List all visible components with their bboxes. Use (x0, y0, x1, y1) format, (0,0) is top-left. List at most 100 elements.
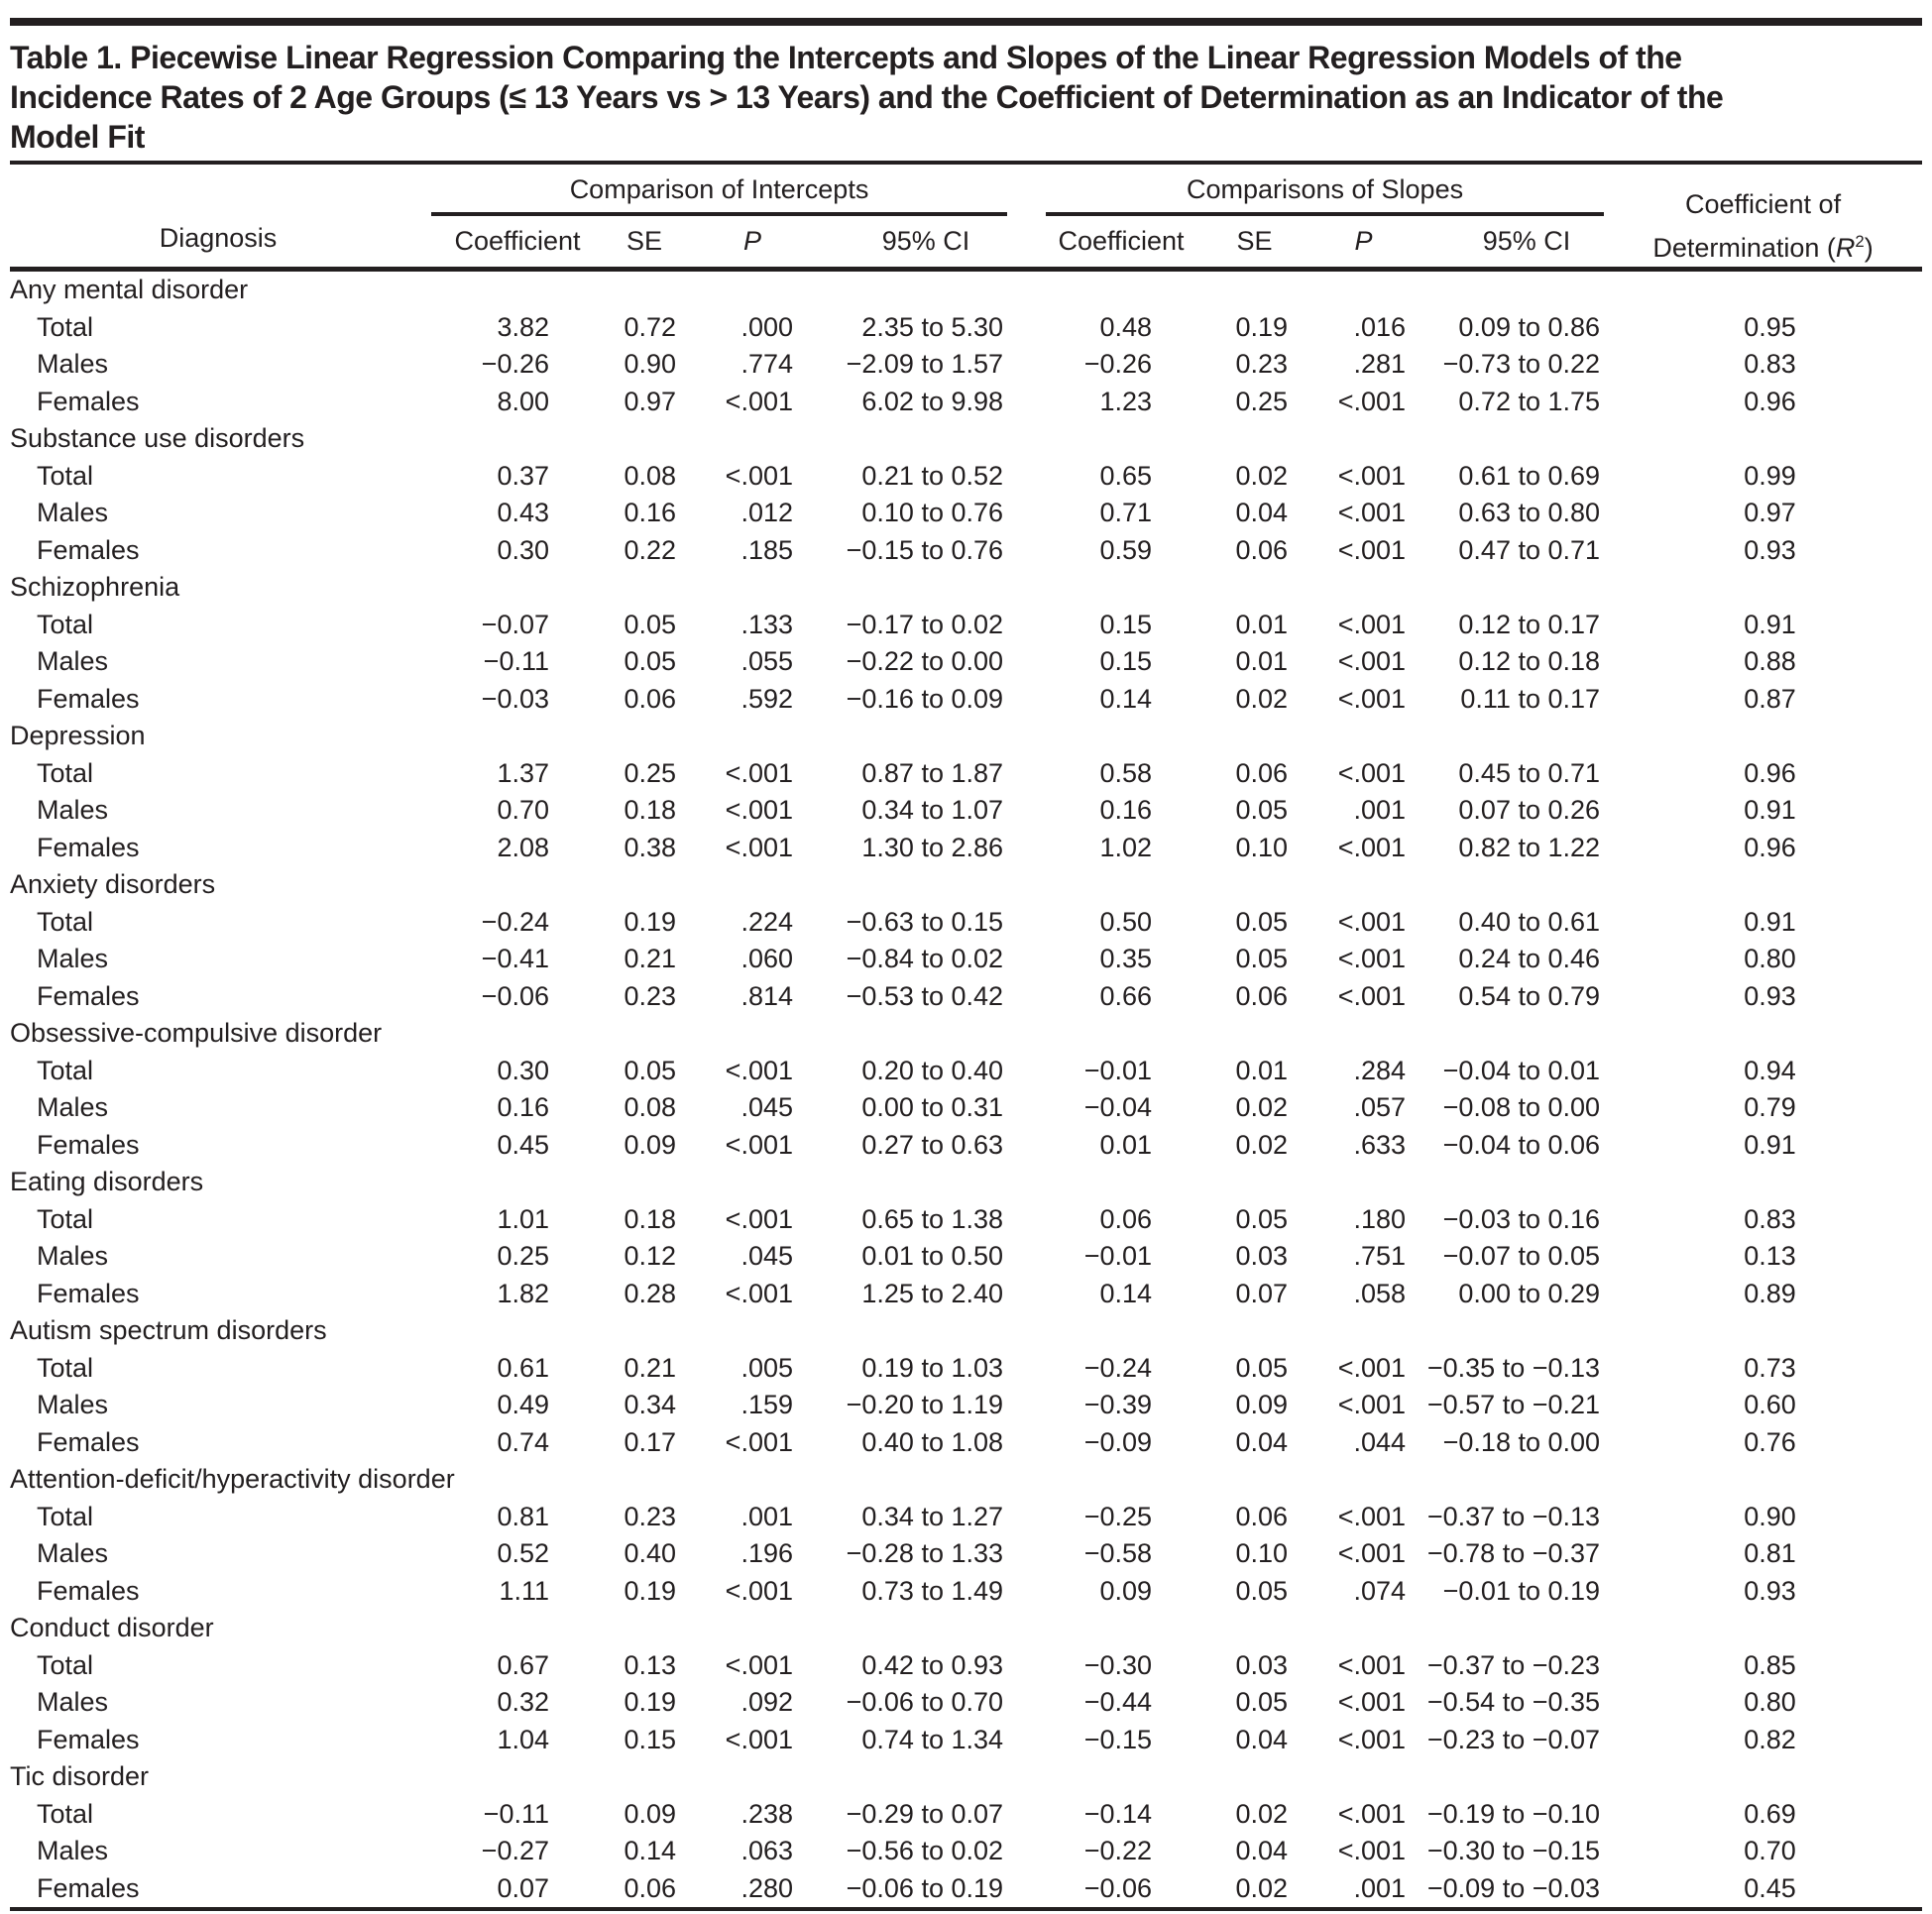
slope-p-cell: <.001 (1337, 1724, 1407, 1754)
diagnosis-category-label: Tic disorder (10, 1761, 150, 1792)
slope-se-cell: 0.02 (1235, 683, 1289, 714)
r-squared-cell: 0.96 (1744, 832, 1796, 862)
slope-se-cell: 0.02 (1235, 460, 1289, 491)
intercept-p-cell: .814 (740, 980, 793, 1011)
slope-coefficient-cell: −0.06 (1007, 1869, 1157, 1911)
slope-ci-cell: 0.40 to 0.61 (1458, 906, 1601, 937)
slope-se-cell: 0.06 (1235, 534, 1289, 565)
slope-coefficient-cell: 0.01 (1099, 1129, 1153, 1160)
diagnosis-category-label: Any mental disorder (10, 275, 249, 305)
category-row: Tic disorder (10, 1758, 1922, 1796)
slope-p-cell: .180 (1353, 1203, 1407, 1234)
category-row: Substance use disorders (10, 420, 1922, 458)
slope-coefficient-cell: −0.09 (1083, 1426, 1153, 1457)
table-header: Comparison of Intercepts Comparisons of … (10, 165, 1923, 272)
slope-coefficient-cell: −0.39 (1083, 1390, 1153, 1420)
row-label: Total (37, 1352, 94, 1383)
intercept-coefficient-cell: −0.27 (481, 1836, 549, 1866)
row-label: Males (37, 646, 109, 677)
row-label: Males (37, 1390, 109, 1420)
slope-se-cell: 0.10 (1235, 1538, 1289, 1569)
slope-coefficient-cell: 0.15 (1099, 646, 1153, 677)
slope-p-cell: <.001 (1337, 1352, 1407, 1383)
intercept-ci-cell: 0.21 to 0.52 (861, 460, 1004, 491)
r2-column-header: Coefficient of Determination (R2) (1604, 165, 1923, 272)
intercept-coefficient-cell: 0.70 (497, 795, 549, 826)
slope-se-cell: 0.02 (1235, 1798, 1289, 1829)
intercept-coefficient-cell: −0.07 (481, 609, 549, 639)
intercept-p-cell: .185 (740, 534, 793, 565)
slope-p-cell: <.001 (1337, 1687, 1407, 1718)
intercept-coefficient-cell: 0.30 (497, 534, 549, 565)
intercept-p-cell: <.001 (725, 386, 793, 416)
row-label: Males (37, 1836, 109, 1866)
intercept-ci-cell: −0.56 to 0.02 (846, 1836, 1004, 1866)
slope-se-cell: 0.05 (1235, 906, 1289, 937)
intercept-coefficient-cell: −0.11 (483, 646, 549, 677)
slope-coefficient-cell: −0.22 (1083, 1836, 1153, 1866)
intercept-ci-cell: 0.01 to 0.50 (861, 1241, 1004, 1272)
title-line-1: Table 1. Piecewise Linear Regression Com… (10, 40, 1682, 75)
intercept-coefficient-cell: 0.67 (497, 1649, 549, 1680)
intercept-coefficient-cell: 1.01 (497, 1203, 549, 1234)
intercept-ci-cell: −0.06 to 0.19 (797, 1869, 1008, 1911)
r-squared-cell: 0.70 (1744, 1836, 1796, 1866)
row-label: Total (37, 1055, 94, 1085)
slope-ci-cell: 0.61 to 0.69 (1458, 460, 1601, 491)
slope-ci-cell: −0.54 to −0.35 (1426, 1687, 1601, 1718)
slope-coefficient-cell: 0.09 (1099, 1575, 1153, 1606)
slope-p-cell: .001 (1353, 795, 1407, 826)
intercept-ci-cell: −0.29 to 0.07 (846, 1798, 1004, 1829)
slope-ci-cell: −0.09 to −0.03 (1410, 1869, 1605, 1911)
r-squared-cell: 0.96 (1744, 757, 1796, 788)
slope-ci-header: 95% CI (1410, 216, 1605, 272)
diagnosis-category-label: Anxiety disorders (10, 869, 216, 900)
slope-se-cell: 0.06 (1235, 980, 1289, 1011)
r2-header-line-1: Coefficient of (1684, 189, 1842, 219)
slope-se-cell: 0.04 (1235, 1836, 1289, 1866)
row-label: Males (37, 1241, 109, 1272)
intercept-se-cell: 0.15 (624, 1724, 676, 1754)
table-title: Table 1. Piecewise Linear Regression Com… (10, 38, 1922, 157)
row-label: Total (37, 757, 94, 788)
table-row: Females 1.11 0.19 <.001 0.73 to 1.49 0.09 0.05… (10, 1573, 1922, 1611)
intercept-se-cell: 0.12 (624, 1241, 676, 1272)
slope-coefficient-cell: 0.14 (1099, 683, 1153, 714)
slope-coefficient-cell: 0.65 (1099, 460, 1153, 491)
intercept-ci-cell: −0.63 to 0.15 (846, 906, 1004, 937)
slope-coefficient-cell: −0.25 (1083, 1501, 1153, 1531)
intercept-se-cell: 0.72 (624, 311, 676, 342)
slope-coefficient-cell: −0.58 (1083, 1538, 1153, 1569)
slope-se-cell: 0.05 (1235, 944, 1289, 974)
r-squared-cell: 0.91 (1744, 795, 1796, 826)
row-label: Females (37, 534, 140, 565)
category-row: Conduct disorder (10, 1610, 1922, 1647)
intercept-coefficient-cell: 0.30 (497, 1055, 549, 1085)
intercept-ci-cell: 0.27 to 0.63 (861, 1129, 1004, 1160)
intercept-ci-cell: −0.84 to 0.02 (846, 944, 1004, 974)
slope-p-cell: <.001 (1337, 386, 1407, 416)
slope-p-cell: <.001 (1337, 683, 1407, 714)
slope-se-cell: 0.04 (1235, 498, 1289, 528)
row-label: Females (37, 832, 140, 862)
row-label: Males (37, 349, 109, 380)
slope-ci-cell: −0.19 to −0.10 (1426, 1798, 1601, 1829)
row-label: Females (37, 683, 140, 714)
slope-coefficient-cell: 0.16 (1099, 795, 1153, 826)
diagnosis-category-label: Attention-deficit/hyperactivity disorder (10, 1464, 455, 1495)
group-header-row: Comparison of Intercepts Comparisons of … (10, 165, 1923, 272)
slope-p-cell: <.001 (1337, 460, 1407, 491)
table-row: Males 0.32 0.19 .092 −0.06 to 0.70 −0.44 0.05 <… (10, 1684, 1922, 1722)
slope-p-cell: <.001 (1337, 498, 1407, 528)
slope-p-cell: .281 (1353, 349, 1407, 380)
category-row: Any mental disorder (10, 270, 1922, 309)
intercept-coefficient-cell: −0.26 (481, 349, 549, 380)
table-row: Total 0.67 0.13 <.001 0.42 to 0.93 −0.30 0.03 <… (10, 1647, 1922, 1685)
intercept-ci-cell: 6.02 to 9.98 (861, 386, 1004, 416)
slope-coefficient-cell: 0.48 (1099, 311, 1153, 342)
table-row: Total 1.37 0.25 <.001 0.87 to 1.87 0.58 0.06 <.… (10, 755, 1922, 793)
intercept-coefficient-cell: 8.00 (497, 386, 549, 416)
intercept-p-cell: .045 (740, 1241, 793, 1272)
row-label: Total (37, 311, 94, 342)
